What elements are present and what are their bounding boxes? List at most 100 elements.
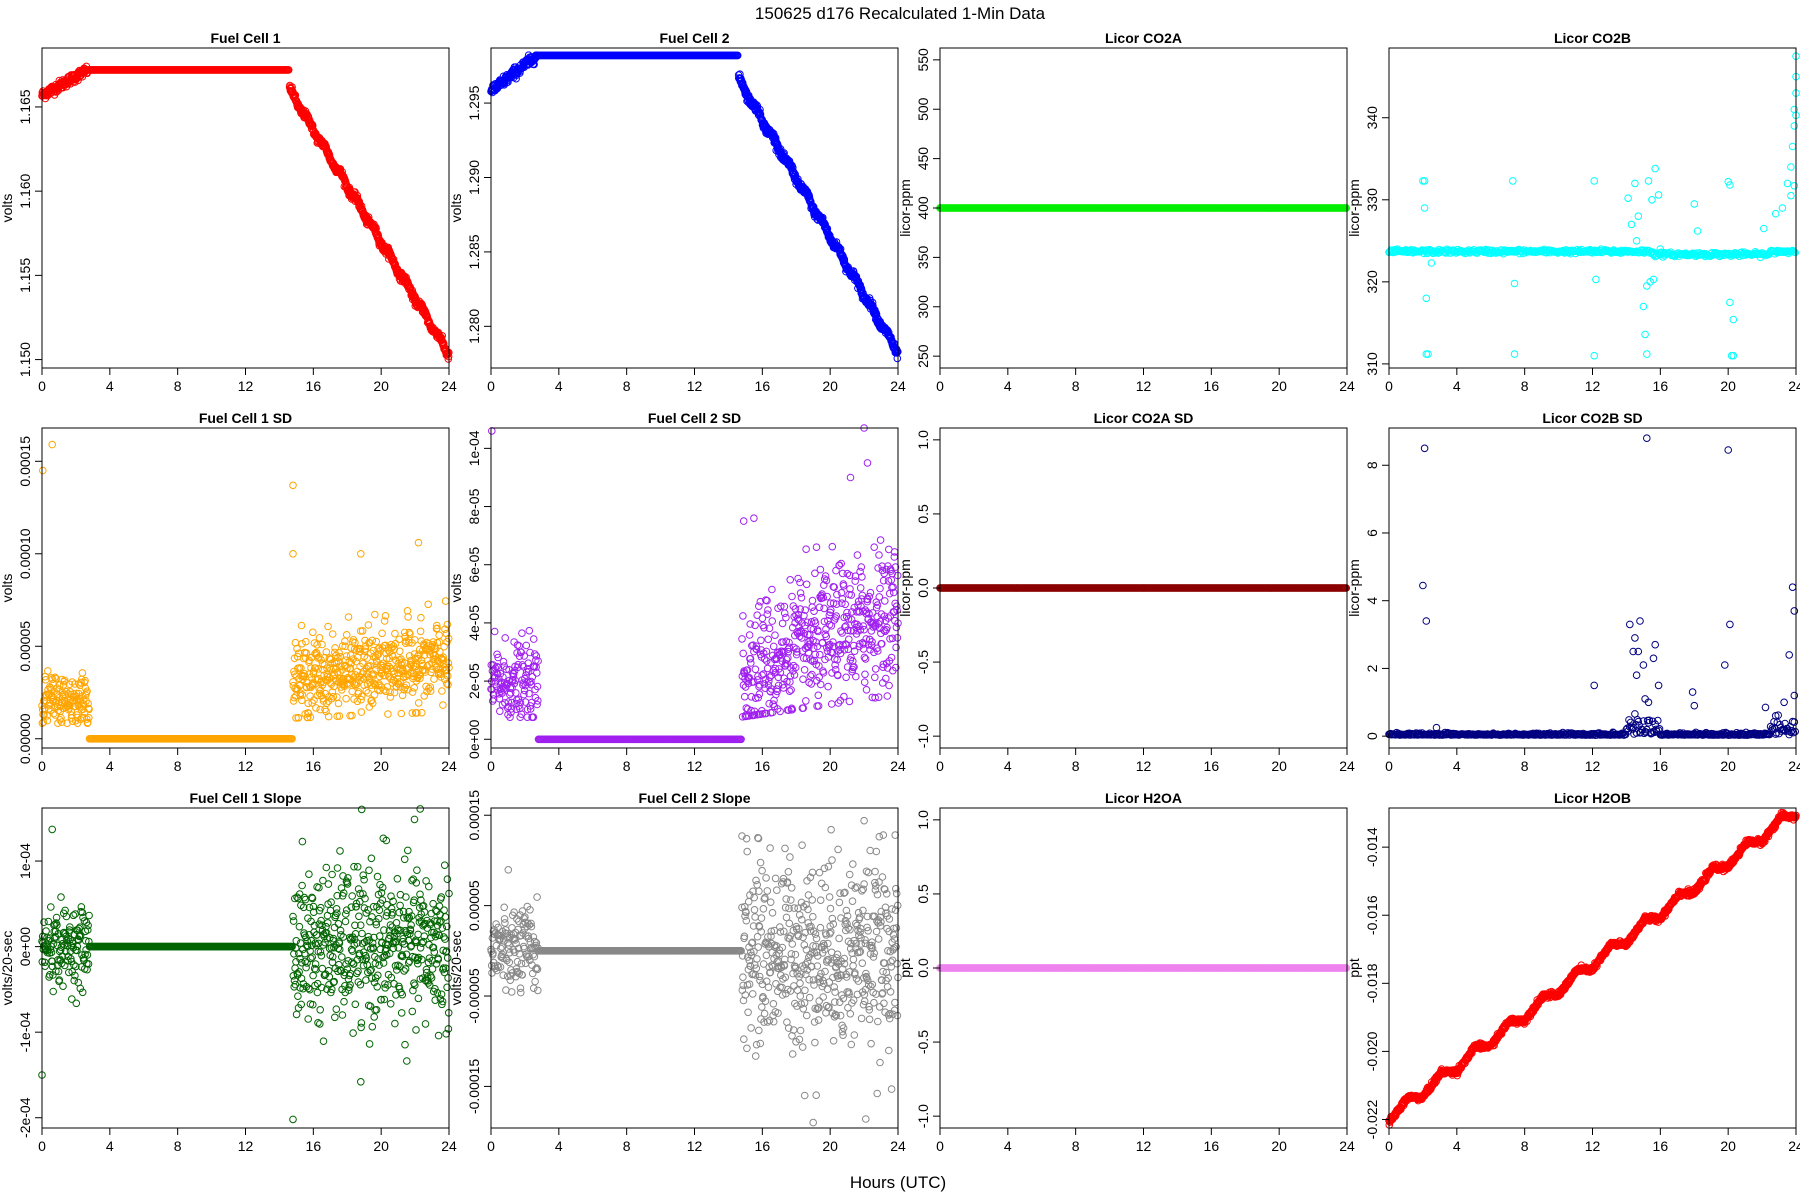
data-point — [522, 641, 531, 650]
data-point — [334, 699, 343, 708]
data-point — [414, 699, 423, 707]
x-tick-label: 24 — [441, 758, 457, 774]
data-point — [875, 551, 883, 559]
data-point — [312, 704, 320, 712]
data-point — [733, 51, 742, 60]
data-point — [284, 66, 293, 74]
y-tick-label: 450 — [915, 147, 931, 171]
y-axis-label-fuel-cell-1-sd: volts — [0, 574, 15, 603]
x-tick-label: 24 — [890, 758, 906, 774]
plot-frame-licor-co2b — [1388, 47, 1797, 369]
x-tick-label: 8 — [174, 378, 182, 394]
data-point — [1427, 259, 1436, 267]
data-point — [384, 710, 392, 718]
x-axis-fuel-cell-2: 0 4 8 12 16 20 24 — [487, 368, 906, 394]
data-point — [525, 626, 534, 635]
points-licor-co2b — [1385, 52, 1800, 360]
x-tick-label: 16 — [1204, 378, 1220, 394]
data-point — [796, 589, 805, 597]
y-tick-label: 0.00000 — [17, 713, 33, 764]
data-point — [820, 604, 828, 613]
data-point — [854, 277, 863, 285]
figure-x-axis-label: Hours (UTC) — [850, 1173, 946, 1192]
x-tick-label: 20 — [822, 378, 838, 394]
data-point — [1590, 351, 1598, 360]
y-tick-label: 0.00010 — [17, 528, 33, 579]
data-point — [1651, 164, 1659, 173]
panel-grid: Fuel Cell 10 4 8 12 16 20 241.1501.1551.1601.1… — [0, 30, 1800, 1154]
data-point — [1590, 177, 1598, 185]
data-point — [309, 628, 317, 637]
data-point — [1641, 330, 1649, 339]
panel-fuel-cell-1: Fuel Cell 10 4 8 12 16 20 241.1501.1551.1601.1… — [0, 30, 457, 394]
data-point — [814, 691, 823, 700]
data-point — [787, 686, 795, 694]
data-point — [289, 550, 297, 558]
x-tick-label: 16 — [306, 758, 322, 774]
y-tick-label: 0e+00 — [466, 719, 482, 759]
x-axis-fuel-cell-2-sd: 0 4 8 12 16 20 24 — [487, 748, 906, 774]
x-tick-label: 12 — [1585, 378, 1601, 394]
y-tick-label: 350 — [915, 245, 931, 269]
data-point — [794, 574, 802, 583]
y-tick-label: 250 — [915, 344, 931, 368]
x-tick-label: 12 — [238, 378, 254, 394]
data-point — [306, 692, 314, 700]
x-tick-label: 8 — [1521, 378, 1529, 394]
data-point — [745, 631, 754, 639]
data-point — [802, 545, 810, 554]
data-point — [808, 596, 817, 605]
y-tick-label: 330 — [1364, 188, 1380, 212]
x-tick-label: 0 — [487, 758, 495, 774]
data-point — [391, 629, 399, 638]
data-point — [1510, 279, 1519, 288]
data-point — [788, 592, 796, 601]
data-point — [435, 631, 444, 640]
y-tick-label: 300 — [915, 295, 931, 319]
data-point — [342, 631, 351, 639]
data-point — [822, 632, 831, 641]
y-tick-label: 4e-05 — [466, 605, 482, 641]
plot-frame-fuel-cell-2 — [490, 47, 899, 369]
data-point — [357, 550, 365, 558]
data-point — [372, 637, 381, 646]
data-point — [1788, 142, 1797, 151]
x-tick-label: 20 — [1720, 378, 1736, 394]
x-tick-label: 24 — [1339, 378, 1355, 394]
x-tick-label: 20 — [822, 758, 838, 774]
panel-title-licor-co2b: Licor CO2B — [1554, 30, 1631, 46]
data-point — [1631, 179, 1639, 188]
panel-title-fuel-cell-1: Fuel Cell 1 — [210, 30, 280, 46]
x-tick-label: 20 — [1271, 378, 1287, 394]
y-tick-label: 1.160 — [17, 173, 33, 208]
data-point — [782, 613, 790, 622]
x-tick-label: 8 — [623, 378, 631, 394]
data-point — [751, 665, 760, 674]
data-point — [852, 672, 860, 681]
data-point — [490, 627, 499, 636]
data-point — [43, 716, 52, 725]
data-point — [750, 514, 758, 523]
data-point — [816, 650, 824, 659]
data-point — [757, 636, 765, 645]
data-point — [769, 642, 778, 651]
points-fuel-cell-2-sd — [487, 424, 902, 744]
y-tick-label: 1.155 — [17, 258, 33, 293]
data-point — [44, 667, 52, 675]
panel-title-fuel-cell-1-sd: Fuel Cell 1 SD — [199, 410, 292, 426]
data-point — [1654, 191, 1663, 199]
y-tick-label: 500 — [915, 97, 931, 121]
panel-title-licor-co2a: Licor CO2A — [1105, 30, 1182, 46]
points-fuel-cell-1 — [38, 62, 453, 363]
panel-title-fuel-cell-2: Fuel Cell 2 — [659, 30, 729, 46]
figure-title: 150625 d176 Recalculated 1-Min Data — [755, 4, 1046, 23]
data-point — [747, 659, 755, 667]
data-point — [1787, 191, 1795, 200]
x-axis-fuel-cell-1: 0 4 8 12 16 20 24 — [38, 368, 457, 394]
data-point — [416, 627, 425, 636]
x-tick-label: 16 — [1653, 378, 1669, 394]
data-point — [738, 635, 746, 643]
